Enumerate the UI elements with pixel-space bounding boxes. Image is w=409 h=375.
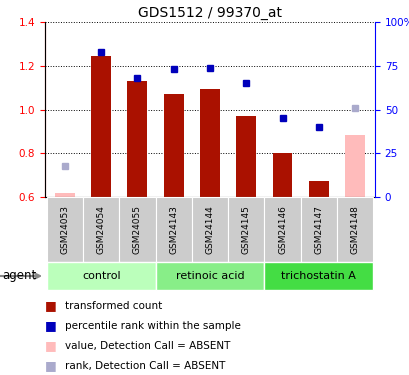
- Text: GSM24053: GSM24053: [60, 205, 69, 254]
- Text: GSM24148: GSM24148: [350, 205, 359, 254]
- Bar: [308, 181, 328, 197]
- Bar: [191, 197, 227, 262]
- Bar: [264, 262, 372, 290]
- Bar: [83, 197, 119, 262]
- Bar: [200, 89, 220, 197]
- Bar: [119, 197, 155, 262]
- Text: control: control: [82, 271, 120, 281]
- Bar: [91, 56, 111, 197]
- Text: retinoic acid: retinoic acid: [175, 271, 244, 281]
- Title: GDS1512 / 99370_at: GDS1512 / 99370_at: [138, 6, 281, 20]
- Bar: [55, 193, 75, 197]
- Text: agent: agent: [2, 270, 36, 282]
- Bar: [127, 81, 147, 197]
- Text: GSM24145: GSM24145: [241, 205, 250, 254]
- Bar: [47, 262, 155, 290]
- Text: GSM24054: GSM24054: [97, 205, 106, 254]
- Bar: [236, 116, 256, 197]
- Bar: [344, 135, 364, 197]
- Bar: [163, 94, 183, 197]
- Text: GSM24055: GSM24055: [133, 205, 142, 254]
- Text: rank, Detection Call = ABSENT: rank, Detection Call = ABSENT: [65, 361, 225, 371]
- Text: value, Detection Call = ABSENT: value, Detection Call = ABSENT: [65, 341, 229, 351]
- Text: GSM24146: GSM24146: [277, 205, 286, 254]
- Text: ■: ■: [45, 300, 56, 312]
- Text: transformed count: transformed count: [65, 301, 162, 311]
- Bar: [272, 153, 292, 197]
- Text: percentile rank within the sample: percentile rank within the sample: [65, 321, 240, 331]
- Text: ■: ■: [45, 320, 56, 333]
- Text: GSM24144: GSM24144: [205, 205, 214, 254]
- Bar: [155, 197, 191, 262]
- Bar: [300, 197, 336, 262]
- Bar: [47, 197, 83, 262]
- Bar: [227, 197, 264, 262]
- Text: ■: ■: [45, 339, 56, 352]
- Text: GSM24143: GSM24143: [169, 205, 178, 254]
- Text: GSM24147: GSM24147: [314, 205, 323, 254]
- Text: trichostatin A: trichostatin A: [281, 271, 355, 281]
- Bar: [155, 262, 264, 290]
- Bar: [264, 197, 300, 262]
- Text: ■: ■: [45, 360, 56, 372]
- Bar: [336, 197, 372, 262]
